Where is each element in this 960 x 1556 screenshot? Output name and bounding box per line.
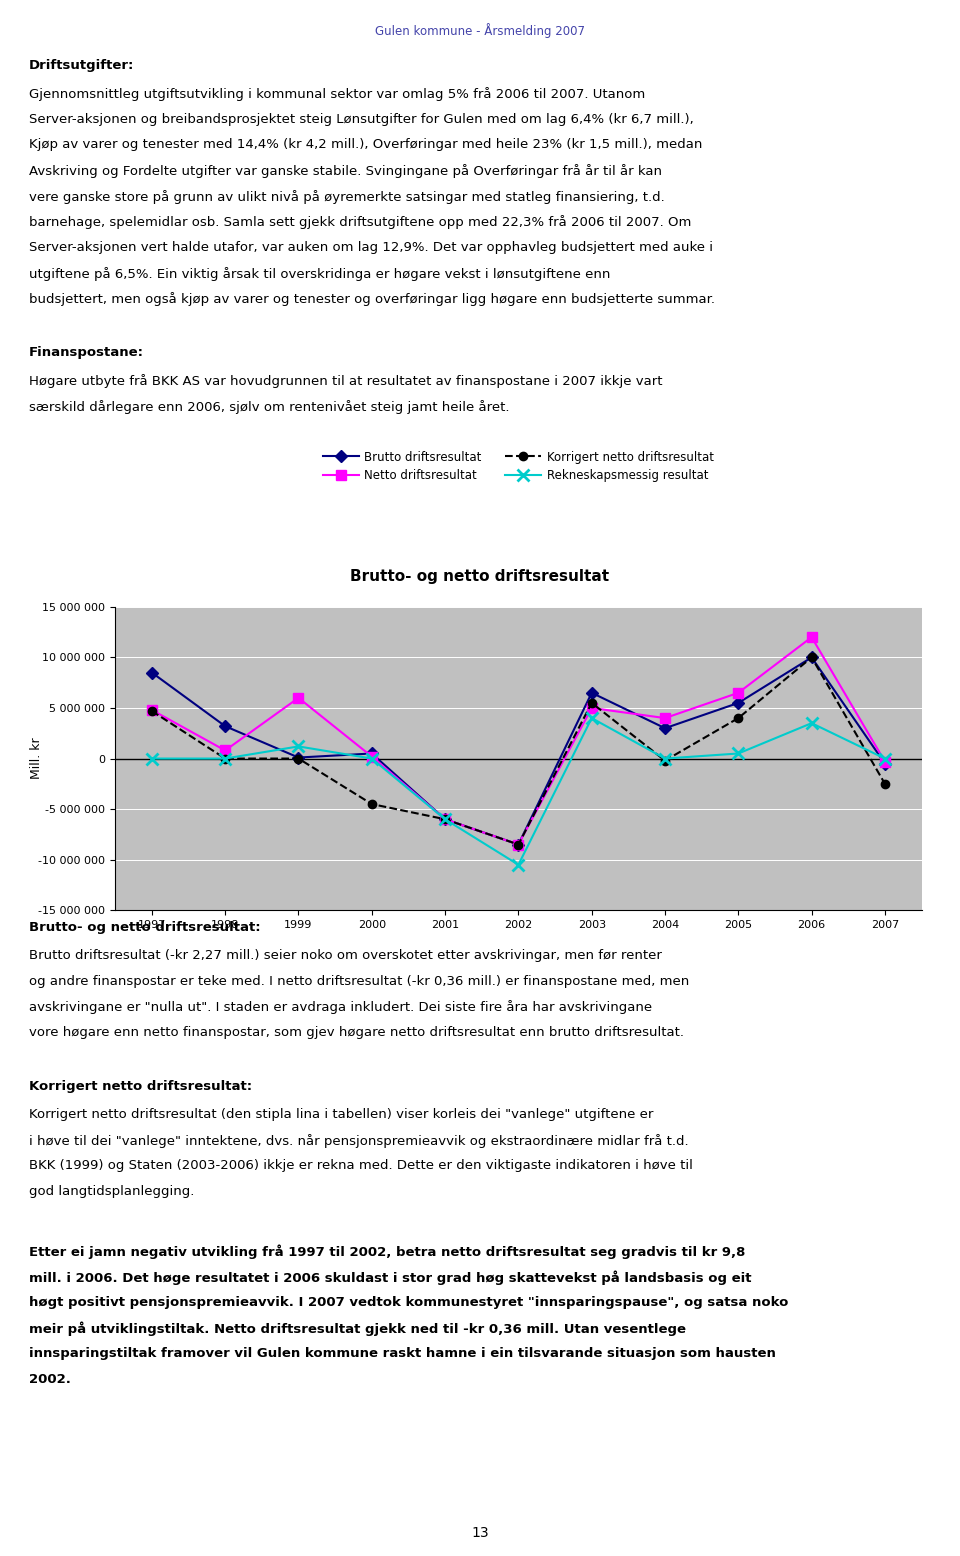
Text: utgiftene på 6,5%. Ein viktig årsak til overskridinga er høgare vekst i lønsutgi: utgiftene på 6,5%. Ein viktig årsak til … — [29, 266, 611, 280]
Text: god langtidsplanlegging.: god langtidsplanlegging. — [29, 1186, 194, 1198]
Text: Høgare utbyte frå BKK AS var hovudgrunnen til at resultatet av finanspostane i 2: Høgare utbyte frå BKK AS var hovudgrunne… — [29, 373, 662, 387]
Text: høgt positivt pensjonspremieavvik. I 2007 vedtok kommunestyret "innsparingspause: høgt positivt pensjonspremieavvik. I 200… — [29, 1296, 788, 1309]
Text: Brutto- og netto driftsresultat: Brutto- og netto driftsresultat — [350, 568, 610, 584]
Text: 13: 13 — [471, 1526, 489, 1540]
Text: mill. i 2006. Det høge resultatet i 2006 skuldast i stor grad høg skattevekst på: mill. i 2006. Det høge resultatet i 2006… — [29, 1271, 752, 1285]
Text: og andre finanspostar er teke med. I netto driftsresultat (-kr 0,36 mill.) er fi: og andre finanspostar er teke med. I net… — [29, 974, 689, 988]
Text: 2002.: 2002. — [29, 1374, 71, 1386]
Text: meir på utviklingstiltak. Netto driftsresultat gjekk ned til -kr 0,36 mill. Utan: meir på utviklingstiltak. Netto driftsre… — [29, 1323, 685, 1337]
Text: Server-aksjonen vert halde utafor, var auken om lag 12,9%. Det var opphavleg bud: Server-aksjonen vert halde utafor, var a… — [29, 241, 712, 254]
Text: barnehage, spelemidlar osb. Samla sett gjekk driftsutgiftene opp med 22,3% frå 2: barnehage, spelemidlar osb. Samla sett g… — [29, 215, 691, 229]
Legend: Brutto driftsresultat, Netto driftsresultat, Korrigert netto driftsresultat, Rek: Brutto driftsresultat, Netto driftsresul… — [319, 447, 718, 487]
Text: avskrivingane er "nulla ut". I staden er avdraga inkludert. Dei siste fire åra h: avskrivingane er "nulla ut". I staden er… — [29, 1001, 652, 1015]
Text: i høve til dei "vanlege" inntektene, dvs. når pensjonspremieavvik og ekstraordin: i høve til dei "vanlege" inntektene, dvs… — [29, 1134, 688, 1147]
Text: innsparingstiltak framover vil Gulen kommune raskt hamne i ein tilsvarande situa: innsparingstiltak framover vil Gulen kom… — [29, 1347, 776, 1360]
Text: Etter ei jamn negativ utvikling frå 1997 til 2002, betra netto driftsresultat se: Etter ei jamn negativ utvikling frå 1997… — [29, 1245, 745, 1259]
Text: Gulen kommune - Årsmelding 2007: Gulen kommune - Årsmelding 2007 — [375, 23, 585, 39]
Text: Brutto- og netto driftsresultat:: Brutto- og netto driftsresultat: — [29, 921, 260, 934]
Text: Avskriving og Fordelte utgifter var ganske stabile. Svingingane på Overføringar : Avskriving og Fordelte utgifter var gans… — [29, 165, 661, 177]
Text: Brutto driftsresultat (-kr 2,27 mill.) seier noko om overskotet etter avskriving: Brutto driftsresultat (-kr 2,27 mill.) s… — [29, 949, 661, 962]
Text: Driftsutgifter:: Driftsutgifter: — [29, 59, 134, 72]
Text: budsjettert, men også kjøp av varer og tenester og overføringar ligg høgare enn : budsjettert, men også kjøp av varer og t… — [29, 293, 715, 307]
Text: Finanspostane:: Finanspostane: — [29, 345, 144, 359]
Text: Server-aksjonen og breibandsprosjektet steig Lønsutgifter for Gulen med om lag 6: Server-aksjonen og breibandsprosjektet s… — [29, 114, 693, 126]
Text: Gjennomsnittleg utgiftsutvikling i kommunal sektor var omlag 5% frå 2006 til 200: Gjennomsnittleg utgiftsutvikling i kommu… — [29, 87, 645, 101]
Y-axis label: Mill. kr: Mill. kr — [30, 738, 42, 780]
Text: vere ganske store på grunn av ulikt nivå på øyremerkte satsingar med statleg fin: vere ganske store på grunn av ulikt nivå… — [29, 190, 664, 204]
Text: Korrigert netto driftsresultat (den stipla lina i tabellen) viser korleis dei "v: Korrigert netto driftsresultat (den stip… — [29, 1108, 653, 1120]
Text: Korrigert netto driftsresultat:: Korrigert netto driftsresultat: — [29, 1080, 252, 1092]
Text: Kjøp av varer og tenester med 14,4% (kr 4,2 mill.), Overføringar med heile 23% (: Kjøp av varer og tenester med 14,4% (kr … — [29, 138, 702, 151]
Text: vore høgare enn netto finanspostar, som gjev høgare netto driftsresultat enn bru: vore høgare enn netto finanspostar, som … — [29, 1027, 684, 1039]
Text: særskild dårlegare enn 2006, sjølv om rentenivået steig jamt heile året.: særskild dårlegare enn 2006, sjølv om re… — [29, 400, 510, 414]
Text: BKK (1999) og Staten (2003-2006) ikkje er rekna med. Dette er den viktigaste ind: BKK (1999) og Staten (2003-2006) ikkje e… — [29, 1159, 693, 1172]
